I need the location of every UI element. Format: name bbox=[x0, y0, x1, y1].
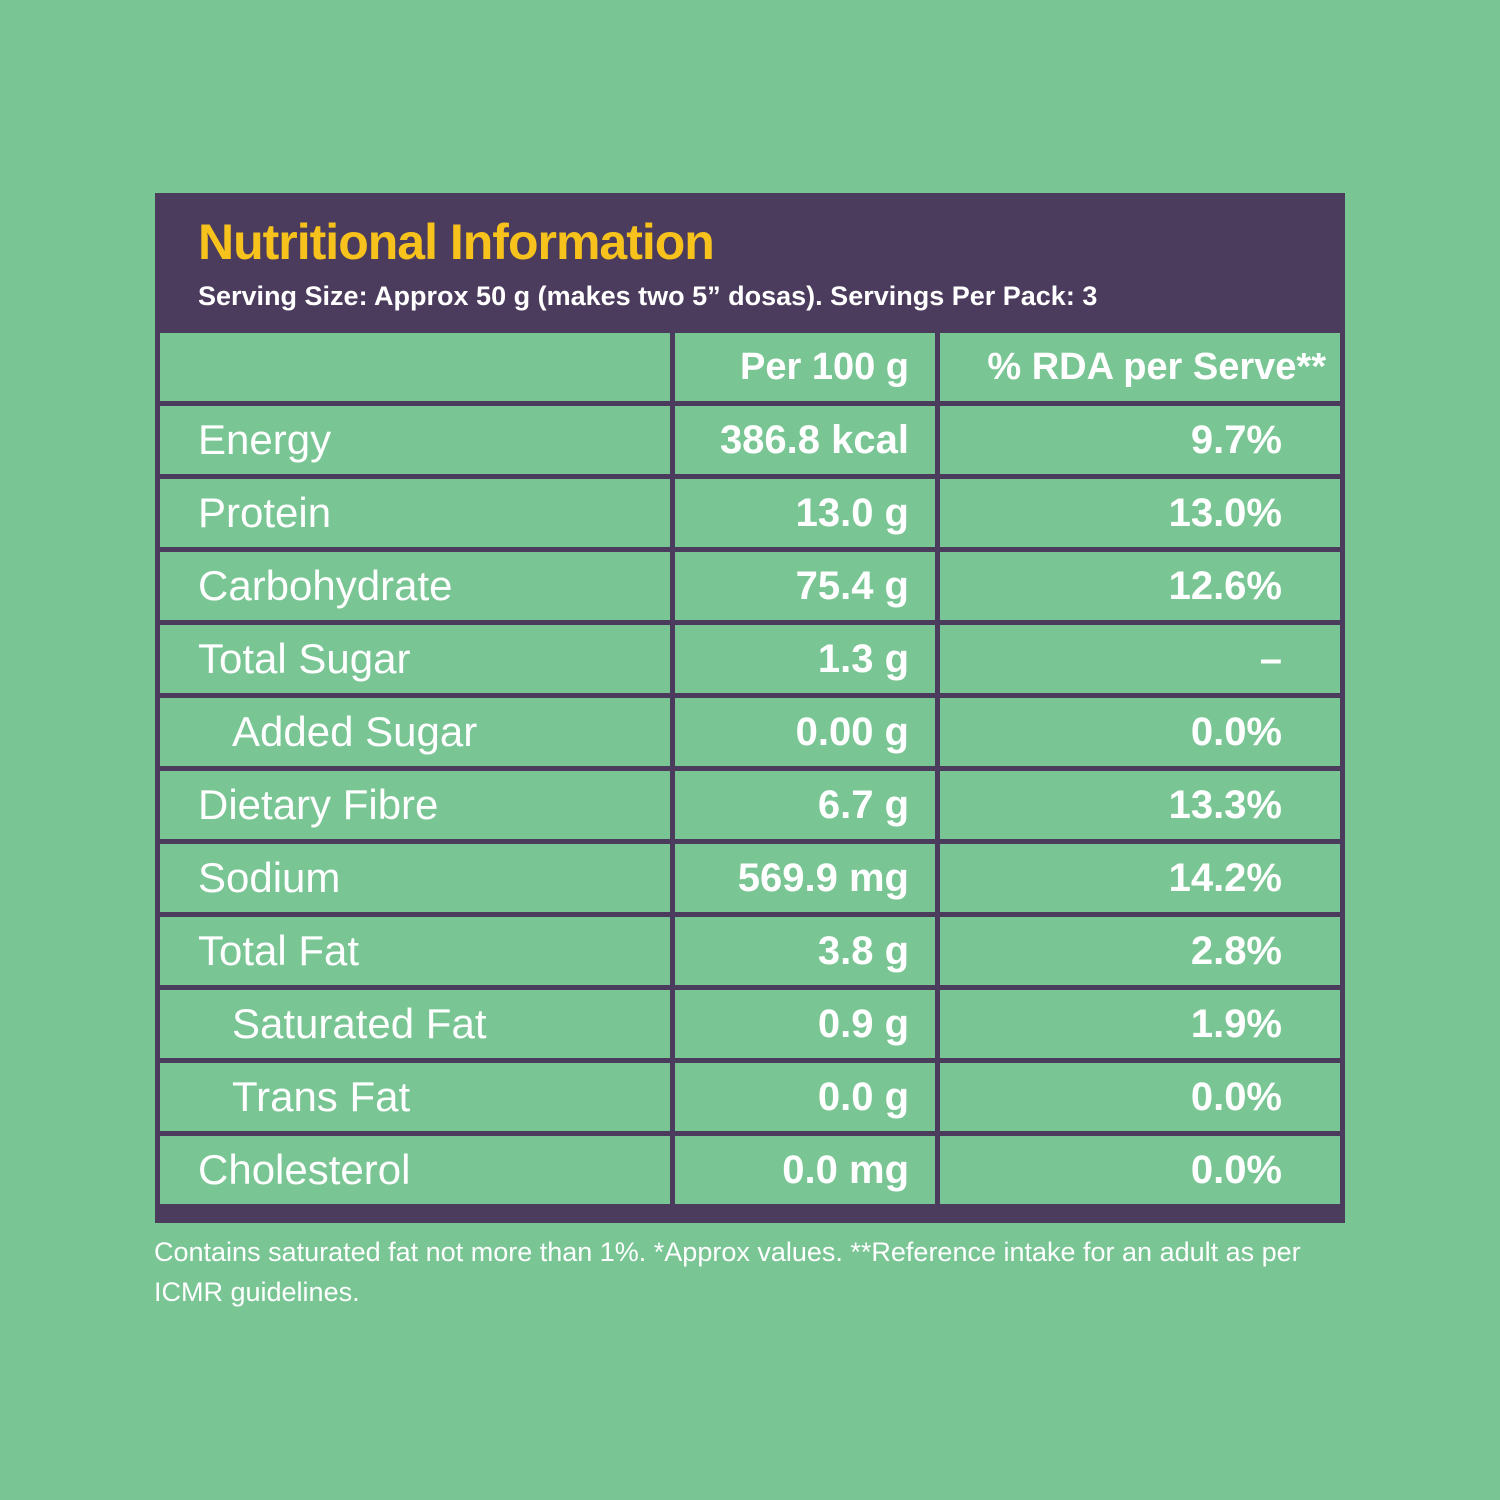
header-cell: Per 100 g bbox=[675, 333, 935, 401]
nutrient-name: Added Sugar bbox=[160, 698, 670, 766]
subtitle: Serving Size: Approx 50 g (makes two 5” … bbox=[198, 281, 1098, 311]
per-100g: 3.8 g bbox=[675, 917, 935, 985]
per-100g: 0.00 g bbox=[675, 698, 935, 766]
rda-percent: 14.2% bbox=[940, 844, 1340, 912]
rda-percent: 0.0% bbox=[940, 1136, 1340, 1204]
header-row: Per 100 g % RDA per Serve** bbox=[160, 333, 1340, 401]
rda-percent: – bbox=[940, 625, 1340, 693]
nutrient-row: Protein 13.0 g 13.0% bbox=[160, 479, 1340, 547]
nutrient-row: Energy 386.8 kcal 9.7% bbox=[160, 406, 1340, 474]
nutrient-row: Added Sugar 0.00 g 0.0% bbox=[160, 698, 1340, 766]
rda-percent: 12.6% bbox=[940, 552, 1340, 620]
nutrient-name: Total Fat bbox=[160, 917, 670, 985]
nutrient-row: Cholesterol 0.0 mg 0.0% bbox=[160, 1136, 1340, 1204]
nutrient-name: Saturated Fat bbox=[160, 990, 670, 1058]
per-100g: 1.3 g bbox=[675, 625, 935, 693]
nutrient-row: Trans Fat 0.0 g 0.0% bbox=[160, 1063, 1340, 1131]
rda-percent: 1.9% bbox=[940, 990, 1340, 1058]
per-100g: 0.0 g bbox=[675, 1063, 935, 1131]
nutrient-row: Carbohydrate 75.4 g 12.6% bbox=[160, 552, 1340, 620]
nutrition-table: Per 100 g % RDA per Serve** Energy 386.8 … bbox=[155, 328, 1345, 1209]
title: Nutritional Information bbox=[198, 214, 715, 270]
table-body: Per 100 g % RDA per Serve** Energy 386.8 … bbox=[160, 333, 1340, 1204]
per-100g: 0.9 g bbox=[675, 990, 935, 1058]
rda-percent: 9.7% bbox=[940, 406, 1340, 474]
rda-percent: 0.0% bbox=[940, 1063, 1340, 1131]
nutrient-name: Dietary Fibre bbox=[160, 771, 670, 839]
header-cell: % RDA per Serve** bbox=[940, 333, 1340, 401]
nutrient-name: Trans Fat bbox=[160, 1063, 670, 1131]
nutrient-name: Sodium bbox=[160, 844, 670, 912]
nutrient-name: Carbohydrate bbox=[160, 552, 670, 620]
nutrient-name: Cholesterol bbox=[160, 1136, 670, 1204]
per-100g: 569.9 mg bbox=[675, 844, 935, 912]
nutrient-row: Dietary Fibre 6.7 g 13.3% bbox=[160, 771, 1340, 839]
rda-percent: 2.8% bbox=[940, 917, 1340, 985]
footnote: Contains saturated fat not more than 1%.… bbox=[154, 1237, 1301, 1307]
rda-percent: 13.0% bbox=[940, 479, 1340, 547]
per-100g: 6.7 g bbox=[675, 771, 935, 839]
nutrient-row: Sodium 569.9 mg 14.2% bbox=[160, 844, 1340, 912]
nutrient-name: Energy bbox=[160, 406, 670, 474]
per-100g: 0.0 mg bbox=[675, 1136, 935, 1204]
rda-percent: 13.3% bbox=[940, 771, 1340, 839]
rda-percent: 0.0% bbox=[940, 698, 1340, 766]
nutrient-row: Saturated Fat 0.9 g 1.9% bbox=[160, 990, 1340, 1058]
nutrient-row: Total Fat 3.8 g 2.8% bbox=[160, 917, 1340, 985]
nutrient-name: Total Sugar bbox=[160, 625, 670, 693]
nutrient-name: Protein bbox=[160, 479, 670, 547]
per-100g: 75.4 g bbox=[675, 552, 935, 620]
per-100g: 13.0 g bbox=[675, 479, 935, 547]
header-cell bbox=[160, 333, 670, 401]
nutrition-panel: Nutritional Information Serving Size: Ap… bbox=[155, 193, 1345, 1223]
nutrient-row: Total Sugar 1.3 g – bbox=[160, 625, 1340, 693]
per-100g: 386.8 kcal bbox=[675, 406, 935, 474]
